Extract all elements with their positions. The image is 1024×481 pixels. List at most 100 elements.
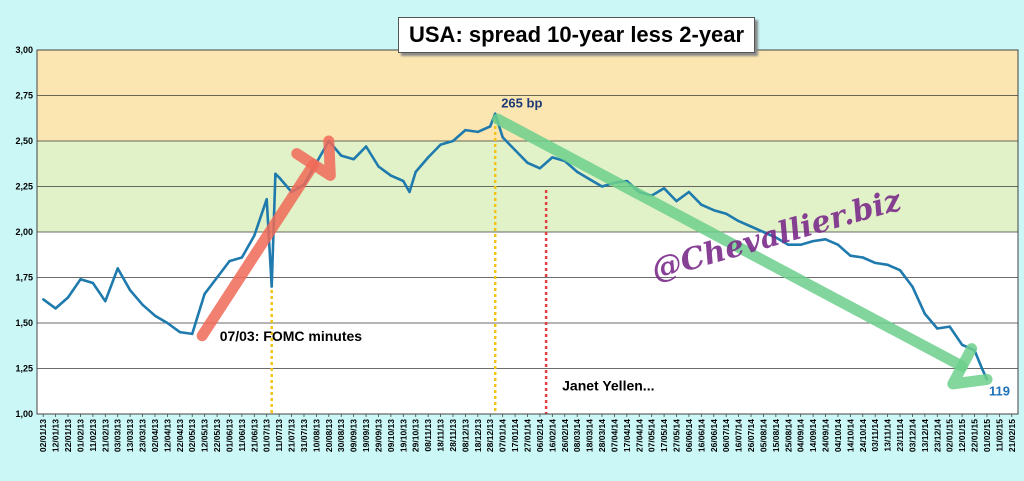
data-point: [737, 219, 740, 223]
data-point: [203, 292, 206, 296]
x-tick-label: 26/02/14: [560, 419, 570, 452]
data-point: [538, 167, 542, 170]
data-point: [588, 178, 591, 181]
y-tick-label: 3,00: [15, 45, 33, 55]
data-point: [799, 243, 802, 246]
x-tick-label: 08/12/13: [460, 419, 470, 452]
data-point: [762, 230, 765, 234]
data-point: [575, 170, 579, 174]
data-point: [402, 179, 405, 183]
x-tick-label: 03/11/14: [870, 419, 880, 452]
x-tick-label: 21/02/15: [1007, 419, 1017, 452]
data-point: [141, 303, 144, 306]
data-point: [426, 156, 430, 159]
data-point: [980, 367, 984, 370]
data-point: [274, 172, 277, 175]
data-point: [42, 298, 45, 301]
x-tick-label: 31/07/13: [299, 419, 309, 452]
x-tick-label: 23/11/14: [895, 419, 905, 452]
data-point: [489, 125, 492, 128]
x-tick-label: 08/11/13: [423, 419, 433, 452]
x-tick-label: 21/06/13: [249, 419, 259, 452]
annotation-label: Janet Yellen...: [562, 377, 654, 393]
x-tick-label: 24/10/14: [858, 419, 868, 452]
x-tick-label: 12/05/13: [200, 419, 210, 452]
x-tick-label: 01/02/15: [982, 419, 992, 452]
data-point: [687, 190, 691, 194]
data-point: [191, 332, 194, 336]
x-tick-label: 09/10/13: [386, 419, 396, 452]
data-point: [128, 289, 132, 292]
x-tick-label: 02/05/13: [187, 419, 197, 452]
x-tick-label: 09/09/13: [349, 419, 359, 452]
data-point: [408, 190, 411, 194]
x-tick-label: 05/08/14: [758, 419, 768, 452]
data-point: [66, 296, 70, 299]
data-point: [240, 256, 244, 259]
x-tick-label: 02/01/13: [38, 419, 48, 452]
data-point: [774, 236, 778, 239]
data-point: [936, 327, 939, 330]
data-point: [886, 263, 889, 266]
x-tick-label: 01/02/13: [75, 419, 85, 452]
data-point: [513, 148, 517, 152]
x-tick-label: 22/01/15: [970, 419, 980, 452]
x-tick-label: 14/10/14: [845, 419, 855, 452]
x-tick-label: 16/06/14: [696, 419, 706, 452]
data-point: [277, 176, 281, 179]
annotation-label: 119: [989, 383, 1010, 398]
data-point: [960, 343, 964, 347]
data-point: [91, 281, 95, 285]
x-tick-label: 18/12/13: [473, 419, 483, 452]
data-point: [340, 154, 343, 157]
data-point: [501, 136, 504, 139]
x-tick-label: 27/01/14: [523, 419, 533, 452]
x-tick-label: 20/08/13: [324, 419, 334, 452]
x-tick-label: 12/01/13: [51, 419, 61, 452]
data-point: [253, 234, 256, 237]
trend-arrow-head: [291, 135, 336, 181]
data-point: [265, 198, 268, 201]
data-point: [551, 156, 554, 159]
x-tick-label: 17/05/14: [659, 419, 669, 452]
data-point: [54, 307, 57, 310]
x-tick-label: 22/01/13: [63, 419, 73, 452]
x-tick-label: 07/05/14: [647, 419, 657, 452]
x-tick-label: 16/02/14: [547, 419, 557, 452]
data-point: [414, 170, 417, 174]
data-point: [898, 269, 902, 272]
x-tick-label: 15/08/14: [771, 419, 781, 452]
x-tick-label: 11/06/13: [237, 419, 247, 452]
x-tick-label: 29/09/13: [373, 419, 383, 452]
x-tick-label: 19/09/13: [361, 419, 371, 452]
data-point: [79, 278, 82, 281]
x-tick-label: 14/09/14: [808, 419, 818, 452]
x-tick-label: 11/02/15: [994, 419, 1004, 452]
x-tick-label: 19/10/13: [398, 419, 408, 452]
y-tick-label: 2,00: [15, 227, 33, 237]
data-point: [104, 299, 107, 303]
x-tick-label: 27/05/14: [672, 419, 682, 452]
x-tick-label: 27/04/14: [634, 419, 644, 452]
data-point: [861, 256, 864, 259]
data-point: [948, 325, 951, 328]
trend-arrow-shaft: [492, 113, 968, 372]
data-point: [270, 285, 273, 288]
x-tick-label: 02/01/15: [945, 419, 955, 452]
data-point: [439, 143, 442, 146]
x-tick-label: 08/03/14: [572, 419, 582, 452]
data-point: [849, 254, 852, 257]
x-tick-label: 23/12/14: [932, 419, 942, 452]
x-tick-label: 23/03/13: [138, 419, 148, 452]
data-point: [724, 212, 728, 215]
x-tick-label: 21/02/13: [100, 419, 110, 452]
data-point: [364, 145, 368, 148]
data-point: [675, 199, 678, 203]
x-tick-label: 02/04/13: [150, 419, 160, 452]
data-point: [215, 276, 219, 279]
chart-title: USA: spread 10-year less 2-year: [398, 17, 756, 53]
data-point: [476, 130, 480, 134]
data-point: [911, 285, 914, 288]
data-point: [662, 187, 666, 190]
data-point: [873, 261, 877, 265]
